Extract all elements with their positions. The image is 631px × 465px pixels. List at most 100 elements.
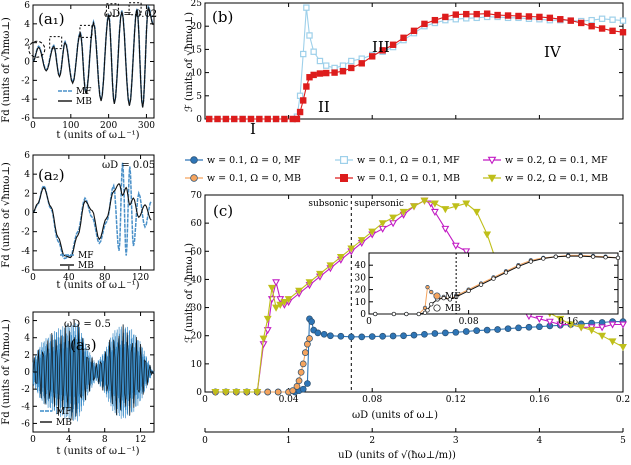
data-point [515,324,522,332]
data-point [410,331,418,339]
y-tick-label: 20 [191,22,203,32]
data-point [379,332,386,340]
y-tick-label: 6 [24,151,30,161]
data-point [242,389,251,397]
data-point [263,315,272,323]
data-point [339,68,347,75]
data-point [473,327,481,334]
legend-label: MF [78,251,93,261]
legend-label: w = 0.1, Ω = 0, MB [207,173,301,184]
y-tick-label: 15 [191,45,203,55]
x-tick-label: 0.12 [446,395,466,405]
data-point [316,70,324,77]
legend-label: MB [76,97,92,107]
data-point [389,214,398,222]
x-tick-label: 100 [62,121,79,131]
x-tick-label: 0 [202,395,208,405]
y-tick-label: 6 [24,317,30,327]
data-point [525,323,533,331]
data-point [441,206,450,214]
data-point [267,284,276,293]
inset-legend-label: MF [445,292,460,302]
data-point [263,327,272,335]
y-tick-label: 25 [191,0,203,9]
data-point [326,262,335,270]
data-point [314,329,322,337]
data-point [410,203,418,211]
legend-label: w = 0.2, Ω = 0.1, MB [505,173,608,184]
data-point [303,4,310,11]
x-tick-label: 4 [66,435,72,445]
data-point [301,349,309,356]
data-point [420,197,429,205]
data-point [608,321,617,329]
legend-marker [487,174,497,183]
inset-data-point [425,285,430,290]
inset-data-point [404,311,409,317]
data-point [358,333,366,341]
panel-label: (c) [213,202,233,220]
x-tick-label: 80 [99,273,111,283]
inset-data-point [541,256,546,261]
inset-data-point [422,310,428,315]
y-tick-label: -6 [21,419,30,429]
inset-data-point [441,295,446,301]
data-point [331,69,338,76]
legend-label: w = 0.1, Ω = 0.1, MF [357,155,460,166]
inset-data-point [478,282,484,287]
data-point [378,220,387,228]
data-point [515,12,522,20]
y-tick-label: -4 [21,402,30,412]
data-point [619,17,627,24]
axes-frame [204,2,624,120]
data-point [323,69,330,77]
omega-annotation: ωD = 0.02 [104,9,157,20]
y-tick-label: -2 [21,76,30,86]
y-axis-label: ℱ (units of √ħmω⊥) [184,12,195,112]
data-point [320,330,328,338]
highlight-circle [28,40,46,58]
data-point [247,115,255,123]
x-tick-label: 0 [30,435,36,445]
data-point [536,323,543,331]
series-line-MB [32,324,155,421]
y-tick-label: 50 [191,247,203,257]
data-point [462,248,471,256]
x-axis-label: t (units of ω⊥⁻¹) [56,130,139,141]
x-axis-label: t (units of ω⊥⁻¹) [56,446,139,457]
x-tick-label: 0.2 [616,395,630,405]
inset-data-point [422,305,428,311]
inset-data-point [603,255,608,260]
data-point [253,389,262,397]
inset-data-point [416,311,421,317]
data-point [483,231,492,239]
data-point [276,301,285,309]
data-point [323,62,330,69]
y-tick-label: 30 [191,304,203,314]
data-point [214,115,221,123]
y-tick-label: 60 [191,219,203,229]
y-tick-label: 6 [24,1,30,11]
data-point [368,333,376,340]
data-point [231,115,238,123]
data-point [379,47,386,54]
y-tick-label: 4 [24,334,30,344]
inset-data-point [615,255,621,261]
y-tick-label: -4 [21,95,30,105]
data-point [556,315,565,323]
data-point [280,298,289,307]
data-point [297,368,305,376]
panel-label: (a₁) [38,10,65,28]
legend-label: w = 0.2, Ω = 0.1, MF [505,155,608,166]
series-line-MB [32,6,154,108]
data-point [310,71,317,79]
y-axis-label: ℱ (units of √ħmω⊥) [184,243,195,343]
y-axis-label: Fd (units of √ħmω⊥) [1,319,12,425]
data-point [451,242,460,250]
legend-marker [190,156,198,164]
x-tick-label: 0 [30,121,36,131]
data-point [256,115,263,123]
